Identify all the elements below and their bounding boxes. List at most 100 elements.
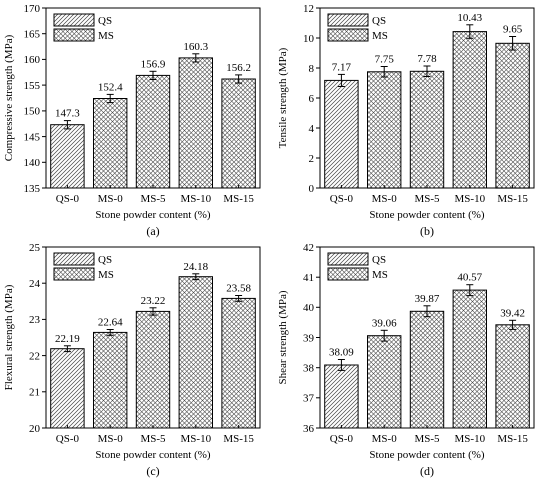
y-tick-label: 21 <box>29 387 40 399</box>
bar-ms-15 <box>495 42 530 189</box>
error-bar-ms-0 <box>380 329 388 342</box>
legend: QS MS <box>327 252 388 281</box>
y-tick-label: 6 <box>309 93 315 105</box>
plot-frame <box>45 246 261 429</box>
y-tick-label: 12 <box>303 3 314 15</box>
data-label: 39.87 <box>415 293 440 305</box>
data-label: 38.09 <box>329 347 354 359</box>
y-tick-label: 0 <box>309 183 315 195</box>
y-tick-label: 145 <box>24 131 41 143</box>
error-bar-ms-5 <box>423 65 431 77</box>
bar-qs-0 <box>324 79 359 189</box>
legend-label-ms: MS <box>372 269 388 281</box>
panel-label: (c) <box>146 464 159 478</box>
bar-ms-0 <box>367 71 402 189</box>
y-tick-label: 135 <box>24 183 41 195</box>
x-tick-label: MS-5 <box>140 433 166 445</box>
legend-label-qs: QS <box>98 15 112 27</box>
data-label: 39.42 <box>500 307 525 319</box>
y-tick-label: 165 <box>24 29 41 41</box>
x-tick-label: MS-0 <box>372 193 398 205</box>
error-bar-ms-10 <box>192 273 200 281</box>
error-bar-ms-15 <box>235 74 243 84</box>
legend-swatch-ms <box>53 267 95 281</box>
data-label: 156.9 <box>141 58 166 70</box>
y-tick-label: 23 <box>29 314 41 326</box>
bar-ms-5 <box>135 74 171 189</box>
data-label: 40.57 <box>457 272 482 284</box>
y-tick-label: 39 <box>303 332 315 344</box>
x-tick-label: MS-0 <box>98 193 124 205</box>
error-bar-ms-0 <box>380 66 388 78</box>
error-bar-ms-5 <box>149 70 157 80</box>
legend-swatch-ms <box>327 267 369 281</box>
bar-ms-15 <box>221 297 256 429</box>
error-bar-ms-10 <box>192 53 200 63</box>
bar-ms-5 <box>409 310 445 429</box>
y-tick-label: 40 <box>303 302 315 314</box>
x-tick-label: MS-5 <box>414 193 440 205</box>
legend-label-qs: QS <box>372 15 386 27</box>
y-tick-label: 160 <box>24 54 41 66</box>
y-tick-label: 37 <box>303 393 315 405</box>
bar-ms-0 <box>367 335 402 429</box>
bar-ms-10 <box>452 31 488 189</box>
error-bar-ms-15 <box>235 295 243 302</box>
legend-label-ms: MS <box>98 269 114 281</box>
bar-ms-0 <box>93 98 128 189</box>
y-tick-label: 22 <box>29 350 40 362</box>
x-tick-label: MS-10 <box>181 193 212 205</box>
data-label: 23.22 <box>141 295 166 307</box>
y-tick-label: 20 <box>29 423 41 435</box>
error-bar-qs-0 <box>337 73 345 87</box>
y-tick-label: 4 <box>309 123 315 135</box>
y-axis-label: Shear strength (MPa) <box>277 290 289 384</box>
legend: QS MS <box>327 13 388 42</box>
data-label: 9.65 <box>503 24 523 36</box>
x-axis-label: Stone powder content (%) <box>95 449 210 461</box>
y-tick-label: 155 <box>24 80 41 92</box>
legend-swatch-ms <box>53 28 95 42</box>
bar-ms-15 <box>495 324 530 429</box>
error-bar-qs-0 <box>63 120 71 130</box>
plot-frame <box>319 7 535 189</box>
legend: QS MS <box>53 252 114 281</box>
x-axis-label: Stone powder content (%) <box>369 449 484 461</box>
error-bar-qs-0 <box>337 359 345 371</box>
y-tick-label: 8 <box>309 63 315 75</box>
error-bar-ms-5 <box>423 305 431 318</box>
x-tick-label: MS-5 <box>414 433 440 445</box>
bar-ms-5 <box>409 70 445 189</box>
legend-swatch-qs <box>53 252 95 266</box>
chart-panel-3: 22.19 QS-0 22.64 MS-0 23.22 MS-5 24.18 MS-10 23.… <box>3 242 261 478</box>
data-label: 22.64 <box>98 317 123 329</box>
x-tick-label: MS-0 <box>372 433 398 445</box>
x-tick-label: QS-0 <box>56 433 80 445</box>
x-axis-label: Stone powder content (%) <box>95 209 210 221</box>
x-tick-label: QS-0 <box>330 433 354 445</box>
x-tick-label: MS-0 <box>98 433 124 445</box>
data-label: 23.58 <box>226 283 251 295</box>
plot-frame <box>319 246 535 429</box>
legend-swatch-ms <box>327 28 369 42</box>
chart-root: 147.3 QS-0 152.4 MS-0 156.9 MS-5 160.3 MS-10 156… <box>3 3 535 478</box>
data-label: 160.3 <box>183 41 208 53</box>
y-tick-label: 24 <box>29 278 41 290</box>
legend-label-qs: QS <box>372 254 386 266</box>
x-tick-label: MS-15 <box>223 193 254 205</box>
y-axis-label: Compressive strength (MPa) <box>3 34 15 161</box>
bar-ms-10 <box>452 289 488 429</box>
x-tick-label: QS-0 <box>56 193 80 205</box>
x-tick-label: MS-15 <box>223 433 254 445</box>
data-label: 7.17 <box>332 61 352 73</box>
bar-qs-0 <box>50 348 85 429</box>
x-tick-label: MS-15 <box>497 433 528 445</box>
error-bar-ms-0 <box>106 329 114 336</box>
bar-ms-15 <box>221 78 256 189</box>
y-tick-label: 36 <box>303 423 315 435</box>
legend-label-qs: QS <box>98 254 112 266</box>
y-tick-label: 150 <box>24 106 41 118</box>
data-label: 10.43 <box>457 12 482 24</box>
x-tick-label: MS-5 <box>140 193 166 205</box>
data-label: 147.3 <box>55 108 80 120</box>
